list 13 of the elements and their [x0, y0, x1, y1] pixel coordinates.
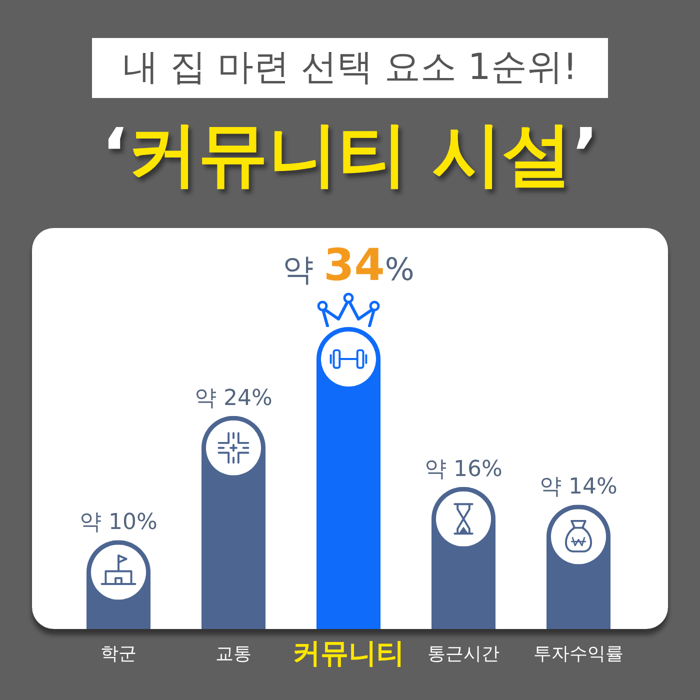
data-label: 약 34%	[282, 240, 414, 291]
chart-subtitle: ‘커뮤니티 시설’	[101, 113, 599, 195]
x-tick-label: 학군	[100, 644, 136, 664]
x-tick-label: 투자수익률	[534, 644, 624, 664]
x-tick-label: 교통	[216, 644, 252, 664]
data-label: 약 14%	[540, 474, 618, 500]
data-label: 약 24%	[194, 386, 272, 411]
x-tick-label: 통근시간	[428, 644, 500, 664]
data-label: 약 16%	[424, 456, 502, 482]
x-tick-label: 커뮤니티	[292, 636, 404, 670]
title-banner: 내 집 마련 선택 요소 1순위!	[92, 38, 608, 98]
chart-title: 내 집 마련 선택 요소 1순위!	[122, 47, 578, 88]
data-label: 약 10%	[80, 510, 158, 536]
